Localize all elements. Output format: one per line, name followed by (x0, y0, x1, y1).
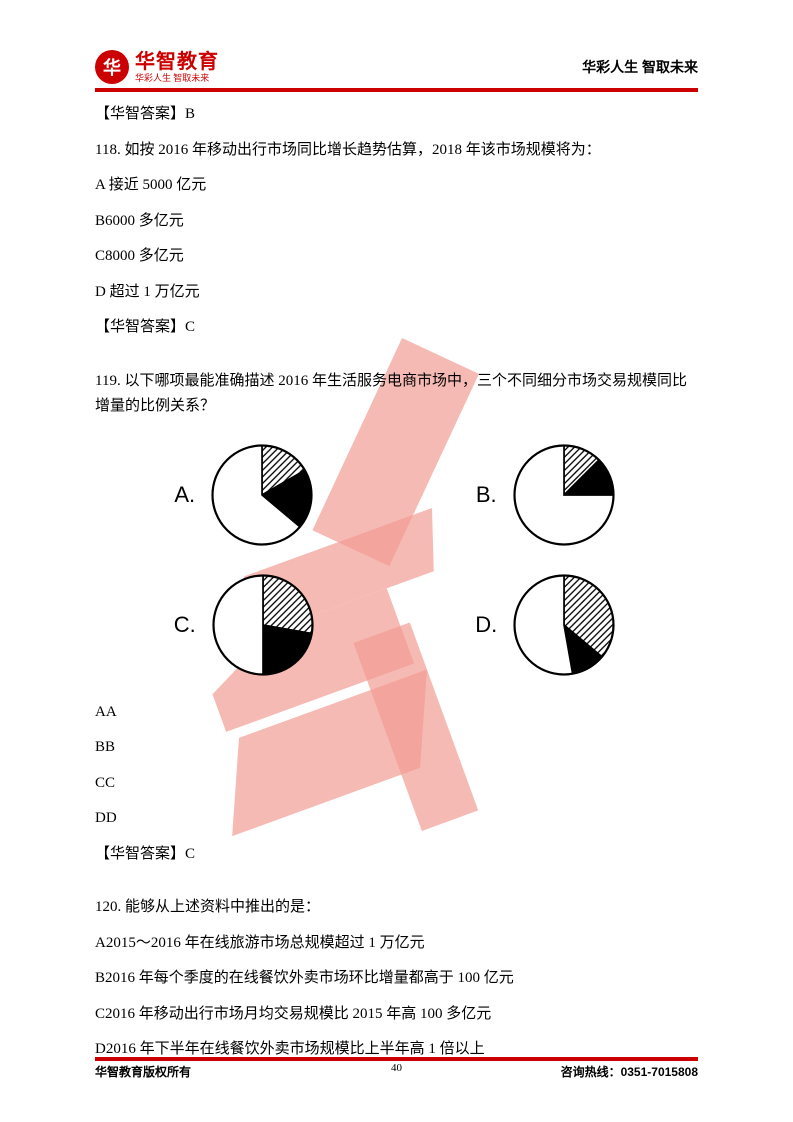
question-118: 118. 如按 2016 年移动出行市场同比增长趋势估算，2018 年该市场规模… (95, 138, 698, 164)
q118-option-c: C8000 多亿元 (95, 244, 698, 270)
pie-option-b: B. (476, 440, 619, 550)
pie-option-a: A. (174, 440, 317, 550)
question-119: 119. 以下哪项最能准确描述 2016 年生活服务电商市场中，三个不同细分市场… (95, 369, 698, 420)
q120-option-a: A2015～2016 年在线旅游市场总规模超过 1 万亿元 (95, 931, 698, 957)
answer-117: 【华智答案】B (95, 102, 698, 128)
q119-option-bb: BB (95, 735, 698, 761)
pie-chart-a (207, 440, 317, 550)
page-number: 40 (0, 1062, 793, 1074)
logo-block: 华 华智教育 华彩人生 智取未来 (95, 50, 219, 84)
pie-option-d: D. (475, 570, 619, 680)
q119-option-cc: CC (95, 771, 698, 797)
pie-option-c: C. (174, 570, 318, 680)
pie-label-c: C. (174, 612, 196, 638)
question-120: 120. 能够从上述资料中推出的是： (95, 895, 698, 921)
q119-option-aa: AA (95, 700, 698, 726)
answer-119: 【华智答案】C (95, 842, 698, 868)
q120-option-d: D2016 年下半年在线餐饮外卖市场规模比上半年高 1 倍以上 (95, 1037, 698, 1063)
q118-option-d: D 超过 1 万亿元 (95, 280, 698, 306)
page-header: 华 华智教育 华彩人生 智取未来 华彩人生 智取未来 (95, 50, 698, 92)
q118-option-a: A 接近 5000 亿元 (95, 173, 698, 199)
header-slogan: 华彩人生 智取未来 (582, 57, 698, 77)
pie-chart-d (509, 570, 619, 680)
pie-row-1: A. B. (95, 440, 698, 550)
pie-label-a: A. (174, 482, 195, 508)
logo-icon: 华 (95, 50, 129, 84)
pie-label-b: B. (476, 482, 497, 508)
q119-option-dd: DD (95, 806, 698, 832)
logo-main-text: 华智教育 (135, 52, 219, 72)
q118-option-b: B6000 多亿元 (95, 209, 698, 235)
answer-118: 【华智答案】C (95, 315, 698, 341)
pie-chart-c (208, 570, 318, 680)
pie-row-2: C. D. (95, 570, 698, 680)
content-body: 【华智答案】B 118. 如按 2016 年移动出行市场同比增长趋势估算，201… (95, 102, 698, 1063)
pie-label-d: D. (475, 612, 497, 638)
pie-chart-b (509, 440, 619, 550)
q120-option-b: B2016 年每个季度的在线餐饮外卖市场环比增量都高于 100 亿元 (95, 966, 698, 992)
q120-option-c: C2016 年移动出行市场月均交易规模比 2015 年高 100 多亿元 (95, 1002, 698, 1028)
logo-sub-text: 华彩人生 智取未来 (135, 74, 219, 83)
